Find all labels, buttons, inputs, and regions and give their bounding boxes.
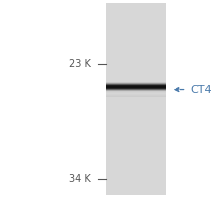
Text: 34 K: 34 K (69, 174, 91, 184)
Text: 23 K: 23 K (69, 59, 91, 69)
Text: CT45: CT45 (191, 85, 212, 95)
